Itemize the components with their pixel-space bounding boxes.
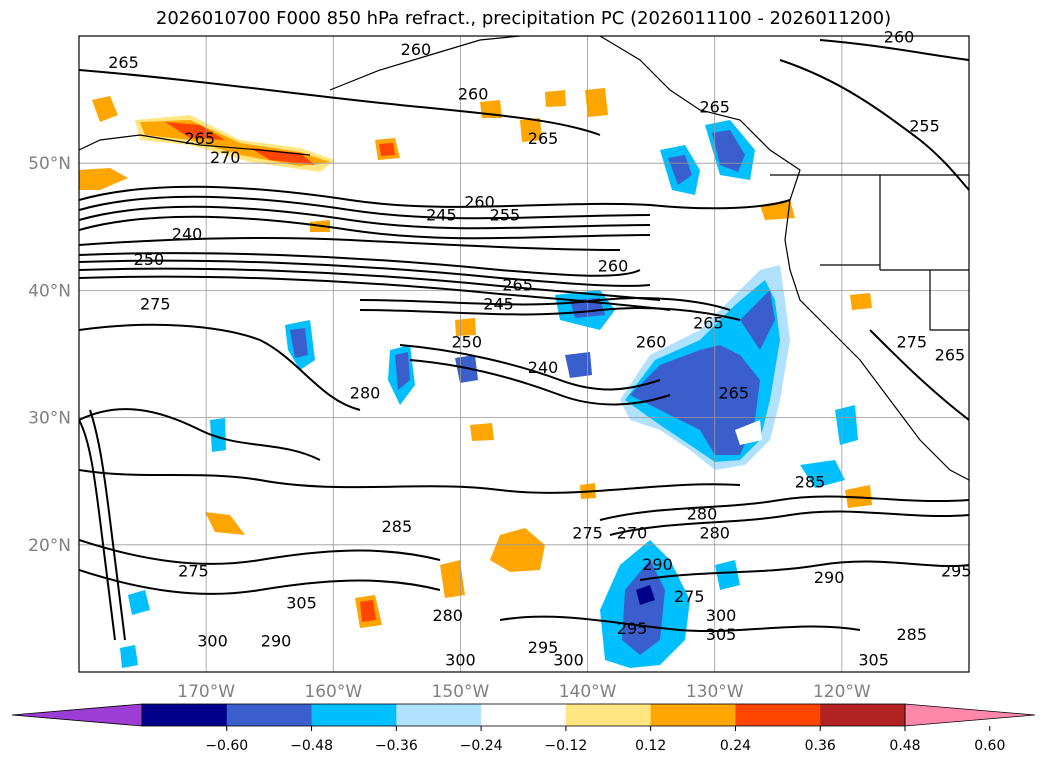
contour-label: 270 <box>210 148 241 167</box>
refractivity-contours <box>79 39 969 641</box>
colorbar-segment <box>481 704 567 726</box>
contour-label: 275 <box>674 587 705 606</box>
contour-label: 295 <box>617 619 648 638</box>
contour-label: 265 <box>108 53 139 72</box>
contour-label: 265 <box>935 345 966 364</box>
coastlines <box>79 36 969 481</box>
colorbar-tick-label: −0.24 <box>460 738 503 754</box>
contour-label: 300 <box>706 606 737 625</box>
contour-label: 260 <box>884 27 915 46</box>
map-frame <box>78 35 970 673</box>
contour-label: 260 <box>401 40 432 59</box>
contour-label: 280 <box>432 606 463 625</box>
colorbar-segment <box>565 704 652 726</box>
colorbar-tick-label: 0.48 <box>889 738 920 754</box>
contour-label: 265 <box>528 129 559 148</box>
colorbar-outline <box>141 703 906 727</box>
contour-label: 275 <box>897 333 928 352</box>
colorbar-segment <box>311 704 397 726</box>
x-tick-label: 130°W <box>686 682 744 702</box>
contour-label: 265 <box>185 129 216 148</box>
contour-label: 265 <box>693 314 724 333</box>
contour-label: 245 <box>483 294 514 313</box>
colorbar-segment <box>142 704 228 726</box>
contour-label: 290 <box>261 632 292 651</box>
contour-label: 305 <box>286 593 317 612</box>
latitude-tick-labels: 20°N 30°N 40°N 50°N <box>28 154 71 556</box>
colorbar-tick-label: 0.12 <box>635 738 666 754</box>
contour-label: 300 <box>553 651 584 670</box>
colorbar-extend-high <box>904 703 1036 727</box>
map-area <box>79 36 969 672</box>
x-tick-label: 120°W <box>813 682 871 702</box>
contour-label: 265 <box>719 384 750 403</box>
contour-label: 240 <box>528 358 559 377</box>
colorbar-tick-label: −0.36 <box>375 738 418 754</box>
contour-label: 280 <box>699 523 730 542</box>
x-tick-label: 150°W <box>432 682 490 702</box>
contour-labels: 2652602602602652652552652702602552452402… <box>108 27 971 669</box>
contour-label: 265 <box>502 275 533 294</box>
colorbar-segment <box>396 704 482 726</box>
colorbar-tick-label: 0.36 <box>805 738 836 754</box>
y-tick-label: 20°N <box>28 536 71 556</box>
colorbar-tick-label: 0.24 <box>720 738 751 754</box>
lat-lon-grid <box>79 36 969 672</box>
contour-label: 275 <box>140 294 171 313</box>
y-tick-label: 40°N <box>28 281 71 301</box>
contour-label: 305 <box>858 651 889 670</box>
colorbar-segment <box>650 704 736 726</box>
contour-label: 275 <box>178 562 209 581</box>
contour-label: 300 <box>197 632 228 651</box>
contour-label: 295 <box>528 638 559 657</box>
colorbar-tick-label: −0.12 <box>544 738 587 754</box>
contour-label: 260 <box>598 256 629 275</box>
contour-label: 275 <box>572 523 603 542</box>
colorbar: −0.60 −0.48 −0.36 −0.24 −0.12 0.12 0.24 0.36 0.4… <box>11 703 1036 754</box>
contour-label: 270 <box>617 523 648 542</box>
contour-label: 265 <box>699 97 730 116</box>
x-tick-label: 160°W <box>304 682 362 702</box>
contour-label: 255 <box>490 205 521 224</box>
x-tick-label: 170°W <box>177 682 235 702</box>
colorbar-tick-label: 0.60 <box>974 738 1005 754</box>
colorbar-tick-label: −0.60 <box>205 738 248 754</box>
colorbar-segment <box>226 704 313 726</box>
contour-label: 250 <box>452 333 483 352</box>
contour-label: 280 <box>350 384 381 403</box>
colorbar-segment <box>820 704 906 726</box>
colorbar-segment <box>735 704 821 726</box>
contour-label: 285 <box>795 473 826 492</box>
contour-label: 260 <box>636 333 667 352</box>
contour-label: 290 <box>814 568 845 587</box>
colorbar-extend-low <box>11 703 143 727</box>
chart-title: 2026010700 F000 850 hPa refract., precip… <box>155 8 892 29</box>
contour-label: 290 <box>642 555 673 574</box>
contour-label: 250 <box>134 250 165 269</box>
y-tick-label: 50°N <box>28 154 71 174</box>
contour-label: 260 <box>458 85 489 104</box>
contour-label: 280 <box>687 504 718 523</box>
contour-label: 305 <box>706 625 737 644</box>
contour-label: 285 <box>382 517 413 536</box>
contour-label: 255 <box>909 116 940 135</box>
y-tick-label: 30°N <box>28 409 71 429</box>
longitude-tick-labels: 170°W 160°W 150°W 140°W 130°W 120°W <box>177 682 871 702</box>
contour-label: 300 <box>445 651 476 670</box>
contour-label: 260 <box>464 193 495 212</box>
contour-label: 245 <box>426 205 457 224</box>
contour-label: 295 <box>941 562 972 581</box>
x-tick-label: 140°W <box>559 682 617 702</box>
contour-label: 285 <box>897 625 928 644</box>
contour-label: 240 <box>172 225 203 244</box>
colorbar-tick-label: −0.48 <box>290 738 333 754</box>
